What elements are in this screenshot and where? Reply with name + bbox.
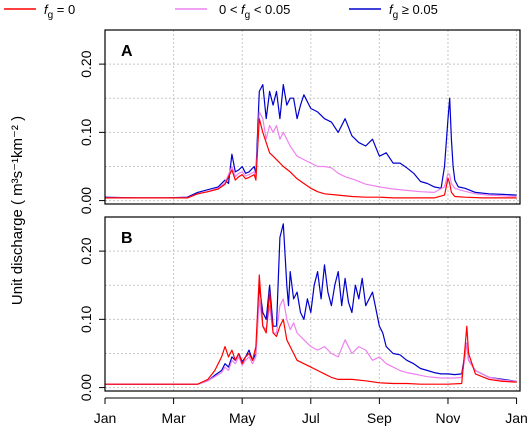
x-tick-label: Mar bbox=[162, 410, 186, 426]
x-tick-label: Jan bbox=[505, 410, 528, 426]
legend-label-fg0: fg = 0 bbox=[44, 2, 75, 21]
panels-group: 0.00 0.10 0.20 A 0.00 0.10 0.20 B bbox=[78, 29, 521, 401]
x-tick-label: Nov bbox=[436, 410, 461, 426]
series-line-fgmid-A bbox=[105, 111, 517, 199]
y-axis-title-group: Unit discharge ( m³s⁻¹km⁻² ) bbox=[9, 116, 26, 305]
panel-frame bbox=[104, 216, 521, 392]
series-line-fghigh-A bbox=[105, 84, 517, 199]
y-axis-title: Unit discharge ( m³s⁻¹km⁻² ) bbox=[9, 116, 26, 305]
y-tick-label: 0.00 bbox=[78, 187, 94, 214]
y-tick-label: 0.20 bbox=[78, 237, 94, 264]
legend-item-fghigh: fg ≥ 0.05 bbox=[349, 2, 438, 21]
panel-B: 0.00 0.10 0.20 B bbox=[78, 216, 521, 401]
legend-item-fg0: fg = 0 bbox=[4, 2, 75, 21]
series-line-fg0-B bbox=[105, 274, 517, 385]
legend: fg = 0 0 < fg < 0.05 fg ≥ 0.05 bbox=[4, 2, 438, 21]
x-tick-label: Jan bbox=[94, 410, 117, 426]
series-line-fgmid-B bbox=[105, 298, 517, 385]
legend-item-fgmid: 0 < fg < 0.05 bbox=[175, 2, 290, 21]
series-line-fghigh-B bbox=[105, 223, 517, 385]
series-line-fg0-A bbox=[105, 118, 517, 199]
series-group bbox=[105, 84, 517, 199]
panel-label-A: A bbox=[121, 43, 133, 60]
panel-label-B: B bbox=[121, 230, 133, 247]
legend-label-fghigh: fg ≥ 0.05 bbox=[389, 2, 438, 21]
x-tick-label: Jul bbox=[302, 410, 320, 426]
y-tick-label: 0.00 bbox=[78, 374, 94, 401]
panel-frame bbox=[104, 29, 521, 205]
x-axis: Jan Mar May Jul Sep Nov Jan bbox=[94, 397, 528, 426]
series-group bbox=[105, 223, 517, 385]
x-tick-label: May bbox=[229, 410, 255, 426]
panel-A: 0.00 0.10 0.20 A bbox=[78, 29, 521, 214]
y-tick-label: 0.10 bbox=[78, 306, 94, 333]
y-tick-label: 0.10 bbox=[78, 119, 94, 146]
y-tick-label: 0.20 bbox=[78, 50, 94, 77]
legend-label-fgmid: 0 < fg < 0.05 bbox=[219, 2, 290, 21]
x-tick-label: Sep bbox=[367, 410, 392, 426]
